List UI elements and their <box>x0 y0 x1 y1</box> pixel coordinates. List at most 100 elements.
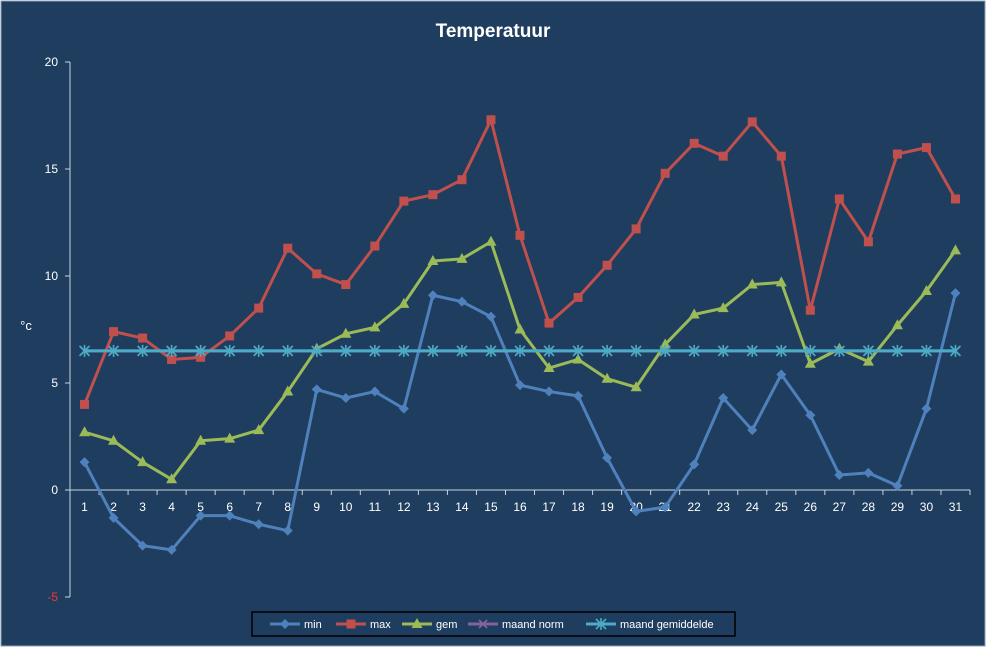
data-point-maand-gemiddelde <box>107 344 120 357</box>
data-point-gem <box>398 297 410 308</box>
legend-label: max <box>370 619 391 631</box>
data-point-maand-gemiddelde <box>137 344 149 357</box>
data-point-maand-gemiddelde <box>485 344 497 357</box>
x-tick-label: 15 <box>484 500 498 514</box>
x-tick-label: 25 <box>775 500 789 514</box>
data-point-min <box>166 544 177 555</box>
data-point-max <box>747 117 757 127</box>
data-point-max <box>863 237 873 247</box>
data-point-min <box>689 459 700 470</box>
data-point-min <box>573 390 584 401</box>
data-point-gem <box>485 235 497 246</box>
data-point-gem <box>920 284 932 295</box>
data-point-min <box>660 502 671 513</box>
x-tick-label: 24 <box>746 500 760 514</box>
data-point-maand-gemiddelde <box>949 344 962 357</box>
data-point-gem <box>514 323 526 334</box>
legend-item-maand-gemiddelde: maand gemiddelde <box>586 618 714 631</box>
legend-swatch-marker <box>280 619 290 629</box>
x-tick-label: 4 <box>168 500 175 514</box>
data-point-min <box>544 386 555 397</box>
data-point-max <box>486 115 496 125</box>
data-point-max <box>341 280 351 290</box>
data-point-max <box>399 196 409 206</box>
legend-label: gem <box>436 619 457 631</box>
data-point-min <box>311 384 322 395</box>
data-point-gem <box>195 434 207 445</box>
data-point-maand-gemiddelde <box>224 344 236 357</box>
legend-item-min: min <box>270 619 322 631</box>
data-point-max <box>921 143 931 153</box>
data-point-maand-gemiddelde <box>804 344 816 357</box>
x-tick-label: 5 <box>197 500 204 514</box>
data-point-max <box>370 241 380 251</box>
data-point-maand-gemiddelde <box>717 344 729 357</box>
x-tick-label: 12 <box>397 500 411 514</box>
chart-title: Temperatuur <box>436 21 551 42</box>
data-point-maand-gemiddelde <box>195 344 207 357</box>
data-point-min <box>892 480 903 491</box>
data-point-max <box>834 194 844 204</box>
data-point-maand-gemiddelde <box>601 344 613 357</box>
data-point-min <box>195 510 206 521</box>
data-point-gem <box>166 473 178 484</box>
data-point-max <box>254 303 264 313</box>
x-tick-label: 30 <box>920 500 934 514</box>
data-point-maand-gemiddelde <box>891 344 903 357</box>
data-point-gem <box>572 353 584 364</box>
data-point-max <box>950 194 960 204</box>
data-point-maand-gemiddelde <box>282 344 294 357</box>
y-tick-label: 10 <box>45 269 59 283</box>
data-point-maand-gemiddelde <box>688 344 700 357</box>
y-axis-label: °c <box>20 318 32 333</box>
y-tick-label: 20 <box>45 55 59 69</box>
x-tick-label: 23 <box>717 500 731 514</box>
data-point-maand-gemiddelde <box>572 344 584 357</box>
x-tick-label: 3 <box>139 500 146 514</box>
data-point-min <box>718 392 729 403</box>
data-point-gem <box>427 255 439 266</box>
data-point-min <box>834 470 845 481</box>
x-tick-label: 9 <box>313 500 320 514</box>
x-tick-label: 19 <box>600 500 614 514</box>
data-point-gem <box>804 357 816 368</box>
x-tick-label: 31 <box>949 500 963 514</box>
data-point-min <box>602 452 613 463</box>
data-point-max <box>428 190 438 200</box>
data-point-gem <box>253 424 265 435</box>
data-point-maand-gemiddelde <box>659 344 671 357</box>
data-point-maand-gemiddelde <box>456 344 468 357</box>
series-max <box>80 115 960 409</box>
data-point-maand-gemiddelde <box>630 344 642 357</box>
data-point-gem <box>746 278 758 289</box>
data-point-min <box>921 403 932 414</box>
data-point-max <box>544 318 554 328</box>
data-point-maand-gemiddelde <box>514 344 526 357</box>
x-tick-label: 13 <box>426 500 440 514</box>
data-point-maand-gemiddelde <box>862 344 874 357</box>
data-point-max <box>138 333 148 343</box>
data-point-min <box>950 288 961 299</box>
data-point-max <box>689 138 699 148</box>
x-tick-label: 1 <box>81 500 88 514</box>
legend-swatch-marker <box>346 619 356 629</box>
data-point-min <box>456 296 467 307</box>
data-point-gem <box>79 426 91 437</box>
series-maand-gemiddelde <box>78 344 962 357</box>
legend-swatch-marker <box>478 619 488 629</box>
data-point-maand-gemiddelde <box>398 344 410 357</box>
data-point-max <box>312 269 322 279</box>
x-tick-label: 29 <box>891 500 905 514</box>
data-point-gem <box>137 456 149 467</box>
data-point-min <box>108 512 119 523</box>
data-point-min <box>805 410 816 421</box>
data-point-gem <box>282 385 294 396</box>
y-ticks: 20 15 10 5 0 -5 <box>45 55 70 604</box>
data-point-maand-gemiddelde <box>775 344 787 357</box>
data-point-gem <box>949 244 961 255</box>
data-point-gem <box>601 372 613 383</box>
data-point-min <box>282 525 293 536</box>
x-tick-label: 28 <box>862 500 876 514</box>
data-point-max <box>776 151 786 161</box>
